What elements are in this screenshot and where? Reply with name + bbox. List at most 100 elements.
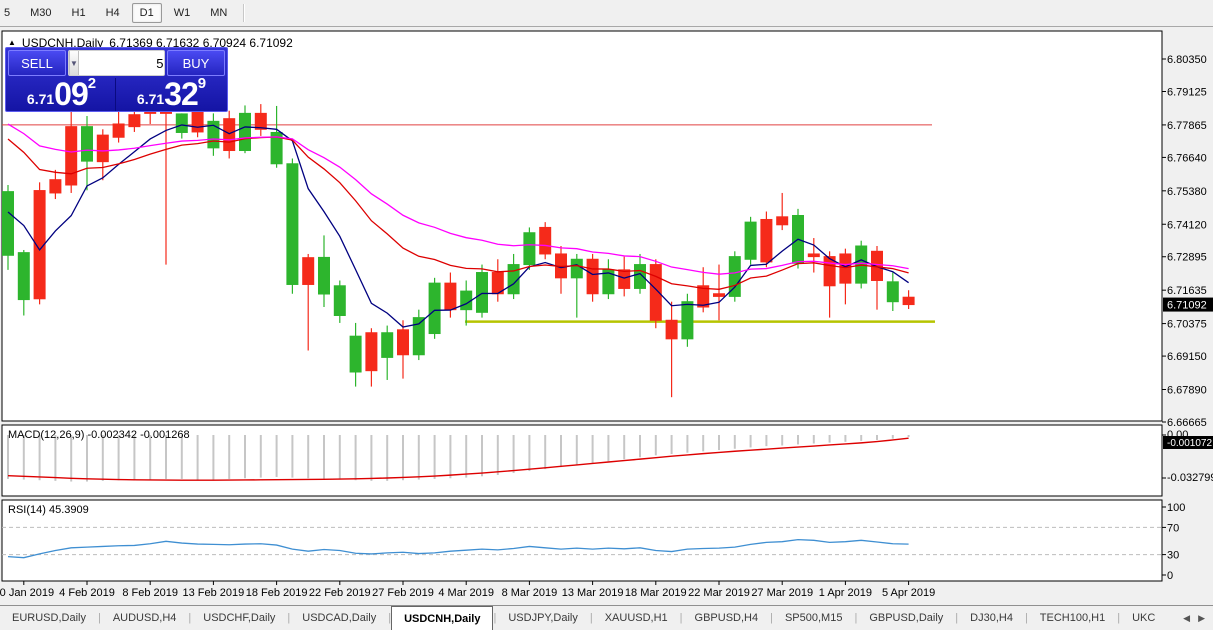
chart-tab-gbpusd-h4[interactable]: GBPUSD,H4: [694, 612, 759, 624]
volume-decrease-icon[interactable]: ▼: [69, 51, 79, 75]
tab-separator: |: [679, 612, 683, 624]
tab-separator: |: [1024, 612, 1028, 624]
sell-price-quote[interactable]: 6.71 09 2: [8, 75, 116, 113]
current-price-text: 6.71092: [1167, 300, 1207, 312]
tab-separator: |: [955, 612, 959, 624]
price-axis-label: 6.75380: [1167, 186, 1207, 198]
date-label: 4 Mar 2019: [438, 587, 494, 599]
tab-scroll-right-icon[interactable]: ▶: [1198, 612, 1205, 623]
chart-tab-usdcad-daily[interactable]: USDCAD,Daily: [302, 612, 377, 624]
tab-separator: |: [770, 612, 773, 624]
date-label: 13 Mar 2019: [562, 587, 624, 599]
tab-scroll-left-icon[interactable]: ◀: [1183, 612, 1191, 623]
tab-separator: |: [854, 612, 858, 624]
chart-canvas[interactable]: 6.80350 6.79125 6.77865 6.76640 6.75380 6.741…: [0, 0, 1213, 605]
rsi-axis-label: 100: [1167, 502, 1185, 514]
buy-button[interactable]: BUY: [167, 50, 225, 76]
chart-tab-gbpusd-daily[interactable]: GBPUSD,Daily: [869, 612, 944, 624]
macd-pane[interactable]: [1, 424, 1163, 497]
rsi-line: [7, 538, 909, 559]
time-axis[interactable]: [23, 581, 910, 585]
chart-tab-ukc[interactable]: UKC: [1132, 612, 1156, 624]
buy-price-quote[interactable]: 6.71 32 9: [118, 75, 225, 111]
date-label: 8 Feb 2019: [122, 587, 178, 599]
collapse-icon[interactable]: ▲: [8, 38, 16, 47]
current-price-badge: [1163, 297, 1213, 312]
price-axis-label: 6.74120: [1167, 219, 1207, 231]
date-label: 27 Mar 2019: [751, 587, 813, 599]
chart-tab-usdchf-daily[interactable]: USDCHF,Daily: [203, 612, 276, 624]
chart-symbol-title: USDCNH,Daily: [21, 36, 104, 50]
timeframe-button-w1[interactable]: W1: [173, 7, 191, 19]
tab-separator: |: [589, 612, 593, 624]
date-label: 27 Feb 2019: [372, 587, 434, 599]
price-axis-label: 6.70375: [1167, 319, 1207, 331]
macd-histogram: [7, 435, 910, 482]
chart-header: ▲ USDCNH,Daily 6.71369 6.71632 6.70924 6…: [8, 36, 293, 50]
date-label: 1 Apr 2019: [819, 587, 872, 599]
price-axis-label: 6.76640: [1167, 152, 1207, 164]
buy-price-sup: 9: [197, 75, 207, 92]
sell-button[interactable]: SELL: [8, 50, 66, 76]
chart-tab-usdcnh-daily[interactable]: USDCNH,Daily: [391, 606, 494, 630]
tab-separator: |: [97, 612, 101, 624]
rsi-caption: RSI(14) 45.3909: [8, 504, 89, 516]
price-axis-label: 6.79125: [1167, 86, 1207, 98]
sell-price-big: 09: [54, 76, 89, 113]
volume-stepper: ▼ ▲: [68, 50, 165, 76]
tab-separator: |: [1117, 612, 1121, 624]
rsi-axis-label: 30: [1167, 550, 1179, 562]
chart-tab-usdjpy-daily[interactable]: USDJPY,Daily: [508, 612, 578, 624]
ma-fast-blue: [7, 124, 909, 328]
tab-separator: |: [287, 612, 291, 624]
price-axis-label: 6.67890: [1167, 385, 1207, 397]
chart-tab-eurusd-daily[interactable]: EURUSD,Daily: [12, 612, 86, 624]
chart-tab-tech100-h1[interactable]: TECH100,H1: [1039, 612, 1106, 624]
chart-tab-audusd-h4[interactable]: AUDUSD,H4: [112, 612, 177, 624]
chart-tab-sp500-m15[interactable]: SP500,M15: [784, 612, 843, 624]
timeframe-button-d1[interactable]: D1: [131, 3, 162, 23]
ma-slow-magenta: [7, 123, 909, 275]
rsi-pane[interactable]: [1, 499, 1163, 582]
candlestick-series: [2, 102, 915, 398]
chart-ohlc-values: 6.71369 6.71632 6.70924 6.71092: [109, 36, 293, 50]
macd-value-badge: [1163, 436, 1213, 449]
timeframe-button-m30[interactable]: M30: [30, 7, 52, 19]
date-label: 5 Apr 2019: [882, 587, 935, 599]
tab-scroll-controls: ◀ ▶: [1175, 606, 1213, 630]
price-axis-label: 6.77865: [1167, 120, 1207, 132]
date-label: 18 Mar 2019: [625, 587, 687, 599]
one-click-trade-panel: SELL ▼ ▲ BUY 6.71 09 2 6.71 32 9: [5, 47, 228, 112]
ma-mid-red: [7, 136, 909, 290]
macd-caption: MACD(12,26,9) -0.002342 -0.001268: [8, 429, 190, 441]
date-label: 18 Feb 2019: [246, 587, 308, 599]
date-label: 4 Feb 2019: [59, 587, 115, 599]
timeframe-toolbar: 5 M30 H1 H4 D1 W1 MN: [0, 0, 1213, 27]
price-axis[interactable]: [1162, 58, 1166, 423]
date-label: 22 Feb 2019: [309, 587, 371, 599]
sell-price-prefix: 6.71: [26, 91, 55, 107]
timeframe-button-h4[interactable]: H4: [105, 7, 120, 19]
date-label: 30 Jan 2019: [0, 587, 54, 599]
timeframe-button-h1[interactable]: H1: [71, 7, 86, 19]
volume-input[interactable]: [78, 51, 164, 75]
buy-price-prefix: 6.71: [136, 91, 165, 107]
date-label: 13 Feb 2019: [183, 587, 245, 599]
rsi-axis-label: 70: [1167, 522, 1179, 534]
macd-signal-line: [7, 437, 909, 481]
price-axis-label: 6.69150: [1167, 351, 1207, 363]
price-axis-label: 6.80350: [1167, 54, 1207, 66]
chart-tab-bar: EURUSD,Daily | AUDUSD,H4 | USDCHF,Daily | USDC…: [0, 605, 1213, 630]
date-label: 22 Mar 2019: [688, 587, 750, 599]
price-axis-label: 6.72895: [1167, 252, 1207, 264]
timeframe-button-5[interactable]: 5: [4, 7, 11, 19]
sell-price-sup: 2: [87, 75, 97, 92]
timeframe-button-mn[interactable]: MN: [210, 7, 228, 19]
tab-separator: |: [188, 612, 192, 624]
macd-axis-label: -0.032799: [1167, 472, 1213, 484]
toolbar-separator: [243, 4, 246, 22]
price-axis-label: 6.71635: [1167, 285, 1207, 297]
chart-tab-xauusd-h1[interactable]: XAUUSD,H1: [604, 612, 668, 624]
chart-tab-dj30-h4[interactable]: DJ30,H4: [970, 612, 1013, 624]
